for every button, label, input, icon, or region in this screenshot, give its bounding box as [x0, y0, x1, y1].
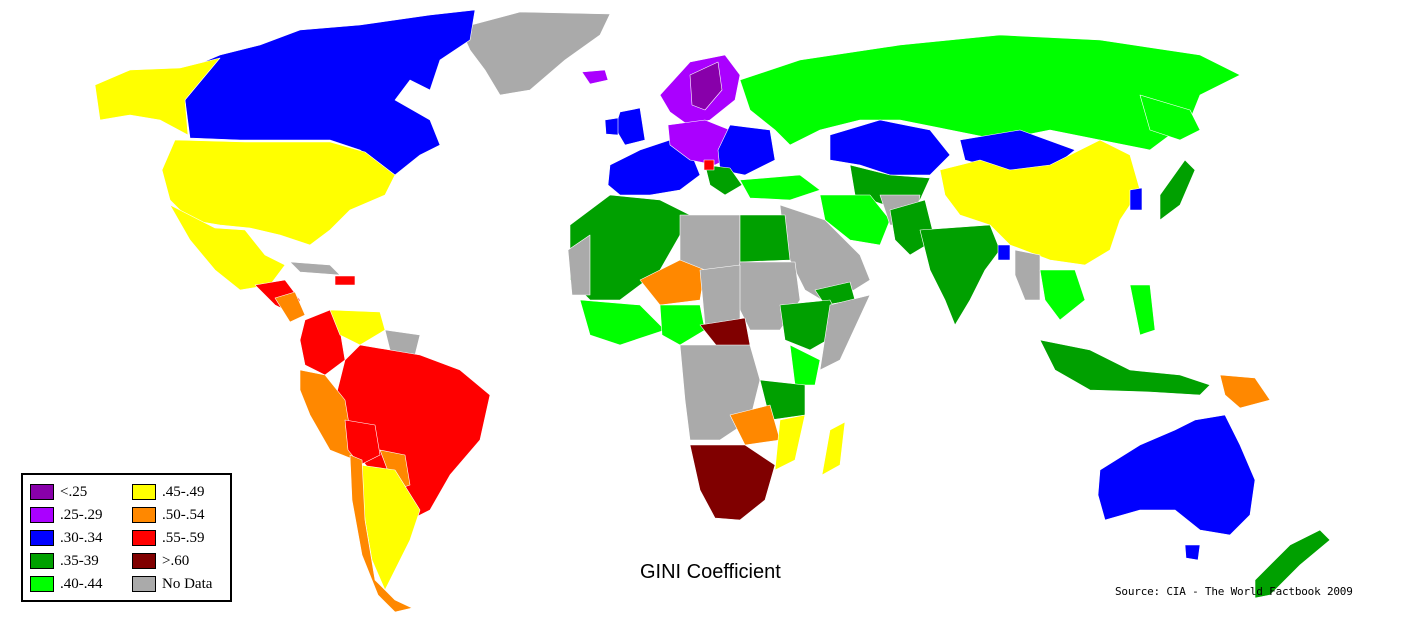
legend-label: No Data	[162, 575, 213, 592]
region-thailand	[1039, 269, 1086, 321]
legend-item: No Data	[132, 575, 212, 593]
region-india	[919, 224, 1001, 326]
legend-swatch	[132, 530, 156, 546]
map-legend: <.25 .25-.29 .30-.34 .35-39 .40-.44 .45-…	[21, 473, 232, 602]
map-title: GINI Coefficient	[640, 561, 781, 583]
region-nigeria	[659, 304, 706, 346]
region-ireland	[604, 117, 619, 136]
source-credit: Source: CIA - The World Factbook 2009	[1115, 585, 1353, 598]
region-madagascar	[821, 421, 846, 476]
region-kazakhstan	[829, 119, 951, 176]
legend-item: >.60	[132, 552, 189, 570]
legend-item: .40-.44	[30, 575, 103, 593]
region-australia	[1097, 414, 1256, 536]
region-japan	[1159, 159, 1196, 221]
region-chad	[699, 264, 741, 326]
region-w-europe	[607, 139, 701, 196]
region-caribbean	[289, 261, 341, 276]
legend-item: .50-.54	[132, 506, 205, 524]
region-central-america-2	[274, 291, 306, 323]
region-nz	[1254, 529, 1331, 599]
legend-label: .40-.44	[60, 575, 103, 592]
region-philippines	[1129, 284, 1156, 336]
region-venezuela	[329, 309, 386, 346]
region-png	[1219, 374, 1271, 409]
legend-item: .45-.49	[132, 483, 205, 501]
legend-label: .55-.59	[162, 529, 205, 546]
region-alaska	[94, 57, 221, 136]
legend-label: .45-.49	[162, 483, 205, 500]
region-somalia	[819, 294, 871, 371]
region-serbia	[703, 159, 715, 171]
region-indonesia	[1039, 339, 1211, 396]
legend-swatch	[132, 484, 156, 500]
legend-label: .30-.34	[60, 529, 103, 546]
region-tasmania	[1184, 544, 1201, 561]
legend-swatch	[132, 576, 156, 592]
region-chile	[349, 454, 413, 613]
region-bangladesh	[997, 244, 1011, 261]
legend-label: .50-.54	[162, 506, 205, 523]
region-w-africa	[579, 299, 666, 346]
region-haiti	[334, 275, 356, 286]
region-s-africa	[689, 444, 776, 521]
region-korea	[1129, 187, 1143, 211]
legend-swatch	[30, 576, 54, 592]
legend-item: <.25	[30, 483, 87, 501]
region-bolivia	[344, 419, 381, 466]
legend-swatch	[30, 530, 54, 546]
legend-swatch	[30, 553, 54, 569]
legend-item: .25-.29	[30, 506, 103, 524]
region-e-europe	[717, 124, 776, 176]
region-greenland	[459, 11, 611, 96]
legend-label: >.60	[162, 552, 190, 569]
region-china	[939, 139, 1141, 266]
legend-swatch	[30, 507, 54, 523]
region-balkans	[704, 164, 743, 196]
legend-label: .25-.29	[60, 506, 103, 523]
legend-swatch	[30, 484, 54, 500]
region-russia-east	[1139, 94, 1201, 141]
region-turkey	[739, 174, 821, 201]
legend-swatch	[132, 553, 156, 569]
legend-item: .30-.34	[30, 529, 103, 547]
legend-label: <.25	[60, 483, 88, 500]
region-canada	[179, 9, 476, 176]
legend-item: .55-.59	[132, 529, 205, 547]
region-myanmar	[1014, 249, 1041, 301]
region-sweden	[689, 61, 723, 111]
legend-item: .35-39	[30, 552, 99, 570]
region-w-sahara	[567, 234, 591, 296]
region-egypt	[739, 214, 791, 263]
region-iceland	[581, 69, 609, 85]
region-kenya	[789, 344, 821, 386]
region-uk	[614, 107, 646, 146]
legend-swatch	[132, 507, 156, 523]
region-mexico	[169, 204, 286, 291]
legend-label: .35-39	[60, 552, 99, 569]
region-mozambique	[774, 414, 806, 471]
